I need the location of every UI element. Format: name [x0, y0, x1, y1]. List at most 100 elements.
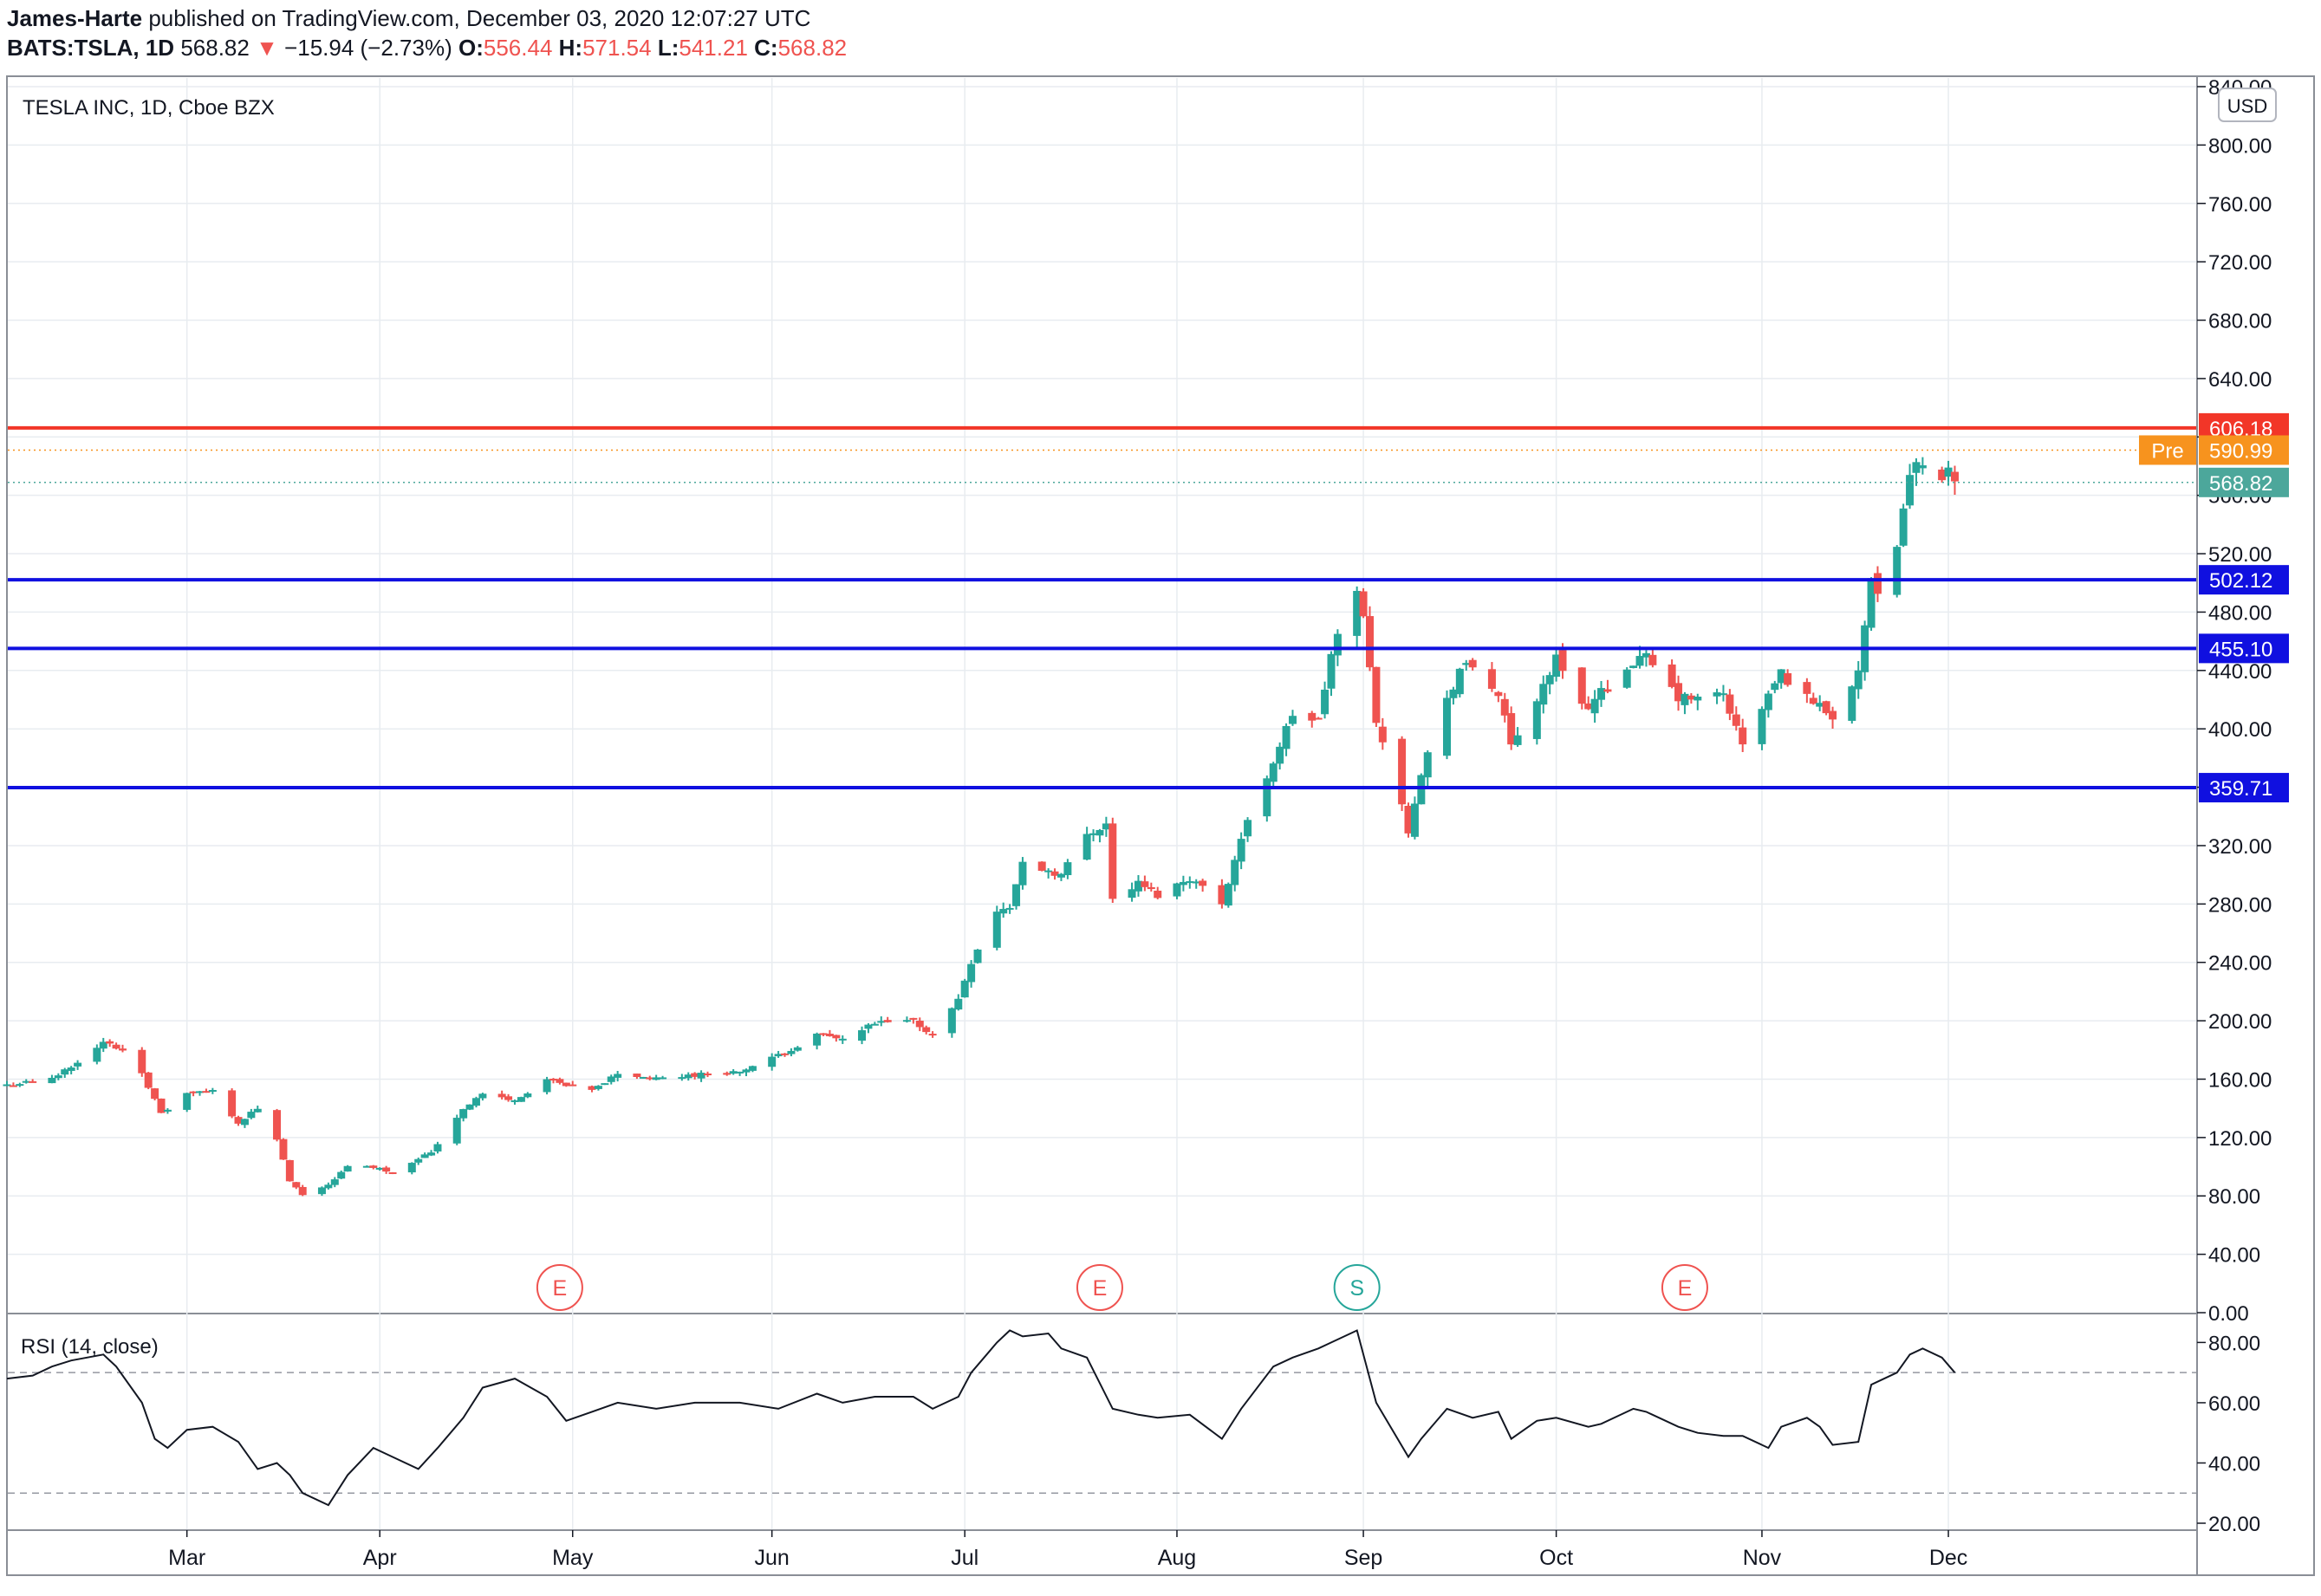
candle-body	[343, 1165, 352, 1172]
candle	[1694, 693, 1702, 710]
candle-body	[1809, 697, 1817, 704]
time-tick-label: Mar	[168, 1546, 205, 1570]
candle	[697, 1070, 705, 1082]
candle	[1095, 828, 1104, 843]
candle-body	[787, 1050, 796, 1054]
candle-body	[1597, 688, 1606, 700]
candle-body	[1816, 703, 1824, 707]
candle	[1050, 868, 1059, 880]
candle-body	[947, 1008, 956, 1034]
candle-body	[163, 1109, 172, 1112]
candle	[1353, 586, 1362, 647]
open-label: O:	[458, 35, 484, 61]
close-label: C:	[754, 35, 778, 61]
candle	[678, 1074, 686, 1081]
candle-body	[1803, 682, 1811, 694]
price-axis-frame	[2196, 75, 2315, 1576]
currency-button[interactable]: USD	[2218, 88, 2277, 122]
candle-body	[427, 1152, 436, 1156]
candle-body	[465, 1104, 474, 1110]
pre-prefix-label: Pre	[2151, 439, 2183, 463]
candle-body	[954, 998, 963, 1010]
candle	[1784, 669, 1792, 687]
candle-body	[273, 1110, 282, 1140]
candle-body	[992, 912, 1001, 948]
candle	[1899, 503, 1908, 548]
candle-body	[189, 1091, 198, 1093]
candle-body	[1244, 820, 1252, 837]
candle-body	[1378, 726, 1387, 743]
candle-body	[382, 1167, 391, 1172]
candle	[1199, 879, 1207, 892]
candle-body	[1726, 694, 1734, 714]
earnings-event-marker[interactable]: E	[1661, 1264, 1708, 1311]
candle-body	[337, 1171, 346, 1179]
price-tick-label: 440.00	[2208, 660, 2272, 684]
candle	[1873, 566, 1882, 602]
candle-body	[1603, 689, 1612, 692]
candle-body	[517, 1097, 525, 1102]
candle-body	[703, 1074, 712, 1076]
candle	[1455, 667, 1464, 697]
pre-price-tag-bg	[2199, 435, 2289, 465]
candle-body	[1333, 633, 1342, 656]
earnings-event-marker[interactable]: E	[536, 1264, 583, 1311]
earnings-event-marker[interactable]: E	[1076, 1264, 1123, 1311]
candle	[1597, 680, 1606, 707]
candle	[691, 1072, 699, 1080]
candle	[1603, 679, 1612, 694]
down-arrow-icon: ▼	[256, 35, 278, 61]
candle	[748, 1065, 757, 1073]
candle	[279, 1138, 288, 1160]
publisher-name[interactable]: James-Harte	[7, 5, 143, 31]
candle-body	[601, 1083, 609, 1086]
support-level-tag-label: 455.10	[2209, 638, 2272, 661]
candle	[1404, 802, 1413, 838]
candle-body	[3, 1084, 11, 1087]
candle	[1500, 692, 1509, 723]
price-change: −15.94 (−2.73%)	[284, 35, 452, 61]
candle-body	[497, 1093, 506, 1098]
time-tick-label: May	[552, 1546, 594, 1570]
candle	[1893, 545, 1902, 598]
rsi-line	[6, 1329, 1956, 1507]
candle	[1141, 875, 1149, 892]
candle	[819, 1033, 828, 1036]
candle-body	[1199, 880, 1207, 886]
split-event-marker[interactable]: S	[1333, 1264, 1381, 1311]
candle-body	[902, 1020, 911, 1022]
candle	[1545, 671, 1554, 695]
candle	[1018, 857, 1027, 890]
candle-body	[54, 1075, 62, 1079]
candle-body	[29, 1080, 37, 1083]
candle	[1244, 817, 1252, 842]
candle	[420, 1152, 429, 1158]
candle-body	[1822, 701, 1830, 714]
candle	[1906, 464, 1915, 509]
candle-body	[909, 1017, 918, 1020]
candle	[1848, 684, 1856, 724]
candle	[594, 1085, 602, 1091]
time-tick-label: Apr	[363, 1546, 397, 1570]
candle-body	[1732, 714, 1740, 726]
candle-body	[1314, 717, 1323, 720]
candle	[273, 1108, 282, 1142]
candle-body	[74, 1062, 82, 1067]
candle	[1577, 667, 1586, 710]
candle	[915, 1017, 924, 1032]
candle	[189, 1091, 198, 1097]
candle	[1861, 620, 1869, 681]
candle-body	[1500, 698, 1509, 716]
candle-body	[1012, 884, 1021, 906]
candle	[832, 1035, 841, 1042]
candle-body	[1648, 654, 1657, 665]
price-tick-label: 40.00	[2208, 1244, 2260, 1268]
candle	[478, 1093, 487, 1101]
candle-body	[1179, 881, 1187, 886]
candle-body	[298, 1186, 307, 1196]
candle	[1321, 681, 1330, 719]
candle	[285, 1159, 294, 1182]
candle-body	[240, 1119, 249, 1126]
candle	[1719, 684, 1727, 702]
